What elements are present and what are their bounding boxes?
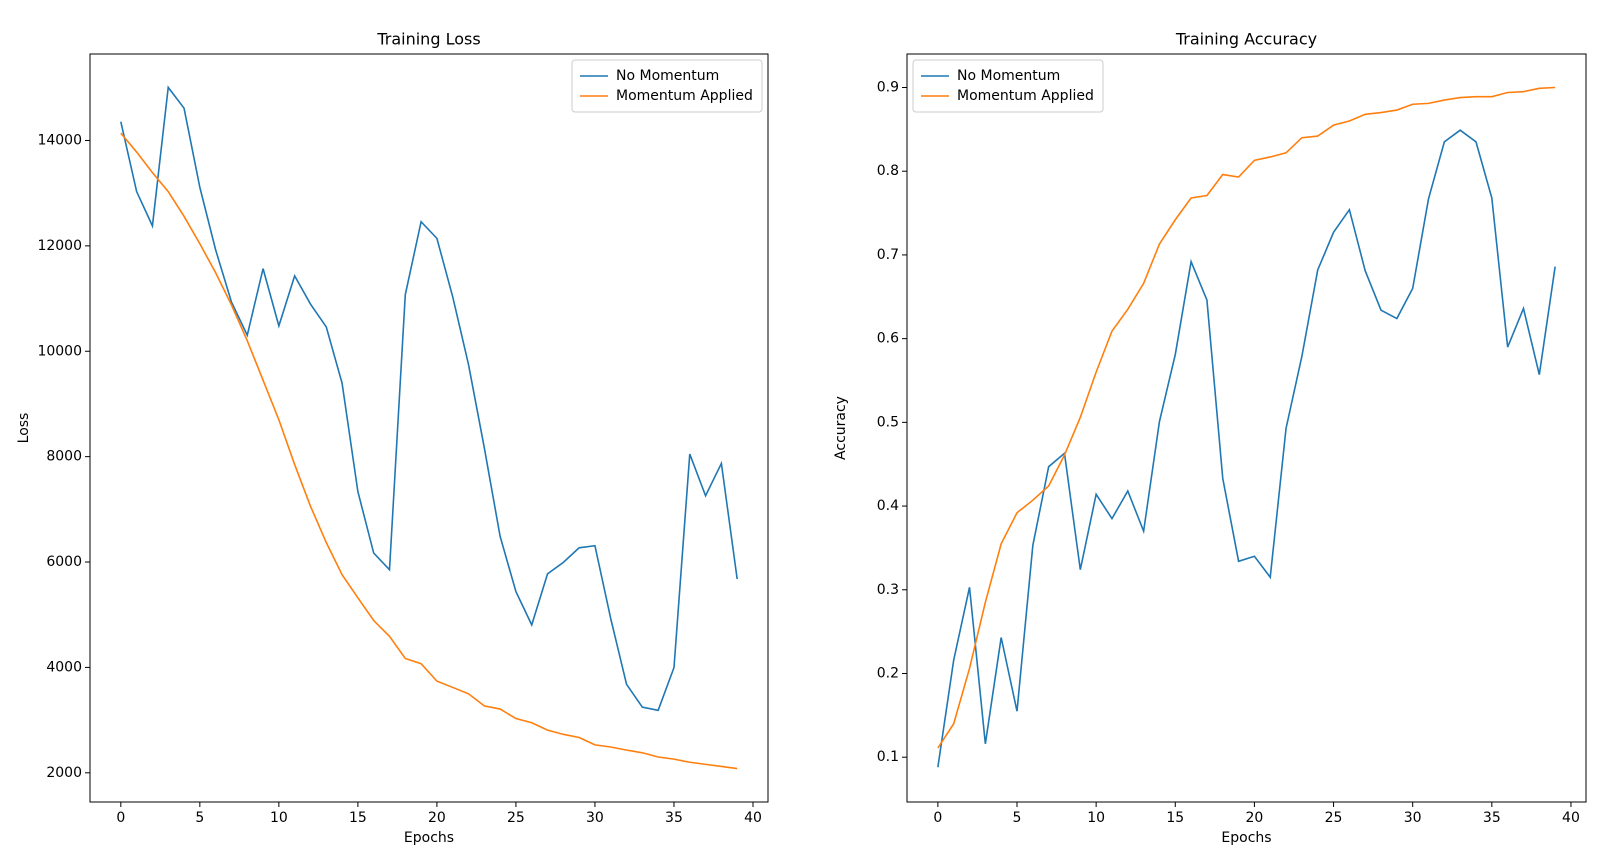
x-tick-label: 15 <box>349 810 367 826</box>
legend-box <box>571 59 763 113</box>
chart-title: Training Loss <box>376 30 480 49</box>
x-tick-label: 35 <box>665 810 683 826</box>
legend-label: No Momentum <box>957 68 1060 84</box>
x-tick-label: 5 <box>195 810 204 826</box>
x-tick-label: 40 <box>1562 810 1580 826</box>
x-axis-label: Epochs <box>1221 830 1271 846</box>
y-tick-label: 4000 <box>46 659 82 675</box>
x-tick-label: 20 <box>428 810 446 826</box>
y-tick-label: 0.2 <box>877 665 899 681</box>
x-tick-label: 15 <box>1166 810 1184 826</box>
x-tick-label: 10 <box>270 810 288 826</box>
y-tick-label: 0.7 <box>877 247 899 263</box>
y-tick-label: 0.5 <box>877 414 899 430</box>
x-tick-label: 5 <box>1013 810 1022 826</box>
x-tick-label: 0 <box>116 810 125 826</box>
x-tick-label: 30 <box>586 810 604 826</box>
y-tick-label: 0.3 <box>877 582 899 598</box>
x-tick-label: 25 <box>507 810 525 826</box>
x-axis-label: Epochs <box>404 830 454 846</box>
series-line <box>120 132 738 770</box>
legend-label: Momentum Applied <box>616 88 753 104</box>
x-tick-label: 40 <box>744 810 762 826</box>
series-line <box>120 85 738 712</box>
x-tick-label: 20 <box>1245 810 1263 826</box>
y-tick-label: 0.6 <box>877 331 899 347</box>
legend-label: No Momentum <box>616 68 719 84</box>
subplot: 0 5 10 15 20 25 30 35 40 2000 4000 6000 8000 10000 120… <box>16 30 769 846</box>
y-tick-label: 10000 <box>37 343 82 359</box>
chart-title: Training Accuracy <box>1175 30 1317 49</box>
plot-area <box>89 53 769 803</box>
x-tick-label: 30 <box>1404 810 1422 826</box>
legend: No Momentum Momentum Applied <box>912 59 1104 113</box>
y-tick-label: 0.1 <box>877 749 899 765</box>
y-tick-label: 12000 <box>37 238 82 254</box>
y-tick-label: 0.4 <box>877 498 899 514</box>
series-line <box>937 86 1556 749</box>
y-tick-label: 14000 <box>37 132 82 148</box>
legend-box <box>912 59 1104 113</box>
series-line <box>937 129 1556 768</box>
subplot: 0 5 10 15 20 25 30 35 40 0.1 0.2 0.3 0.4 0.5 0.6 0.7 0.8… <box>833 30 1587 846</box>
x-tick-label: 0 <box>933 810 942 826</box>
y-axis-label: Accuracy <box>833 396 849 460</box>
legend-label: Momentum Applied <box>957 88 1094 104</box>
y-axis-label: Loss <box>16 413 32 444</box>
y-tick-label: 2000 <box>46 765 82 781</box>
y-tick-label: 8000 <box>46 449 82 465</box>
x-tick-label: 35 <box>1483 810 1501 826</box>
x-tick-label: 25 <box>1325 810 1343 826</box>
legend: No Momentum Momentum Applied <box>571 59 763 113</box>
y-tick-label: 0.8 <box>877 163 899 179</box>
y-tick-label: 6000 <box>46 554 82 570</box>
x-tick-label: 10 <box>1087 810 1105 826</box>
plot-area <box>906 53 1587 803</box>
y-tick-label: 0.9 <box>877 79 899 95</box>
